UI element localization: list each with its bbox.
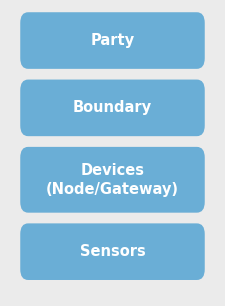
Text: Party: Party — [90, 33, 135, 48]
Text: Sensors: Sensors — [80, 244, 145, 259]
FancyBboxPatch shape — [20, 80, 205, 136]
FancyBboxPatch shape — [20, 223, 205, 280]
FancyBboxPatch shape — [20, 12, 205, 69]
Text: Boundary: Boundary — [73, 100, 152, 115]
Text: Devices
(Node/Gateway): Devices (Node/Gateway) — [46, 163, 179, 196]
FancyBboxPatch shape — [20, 147, 205, 213]
